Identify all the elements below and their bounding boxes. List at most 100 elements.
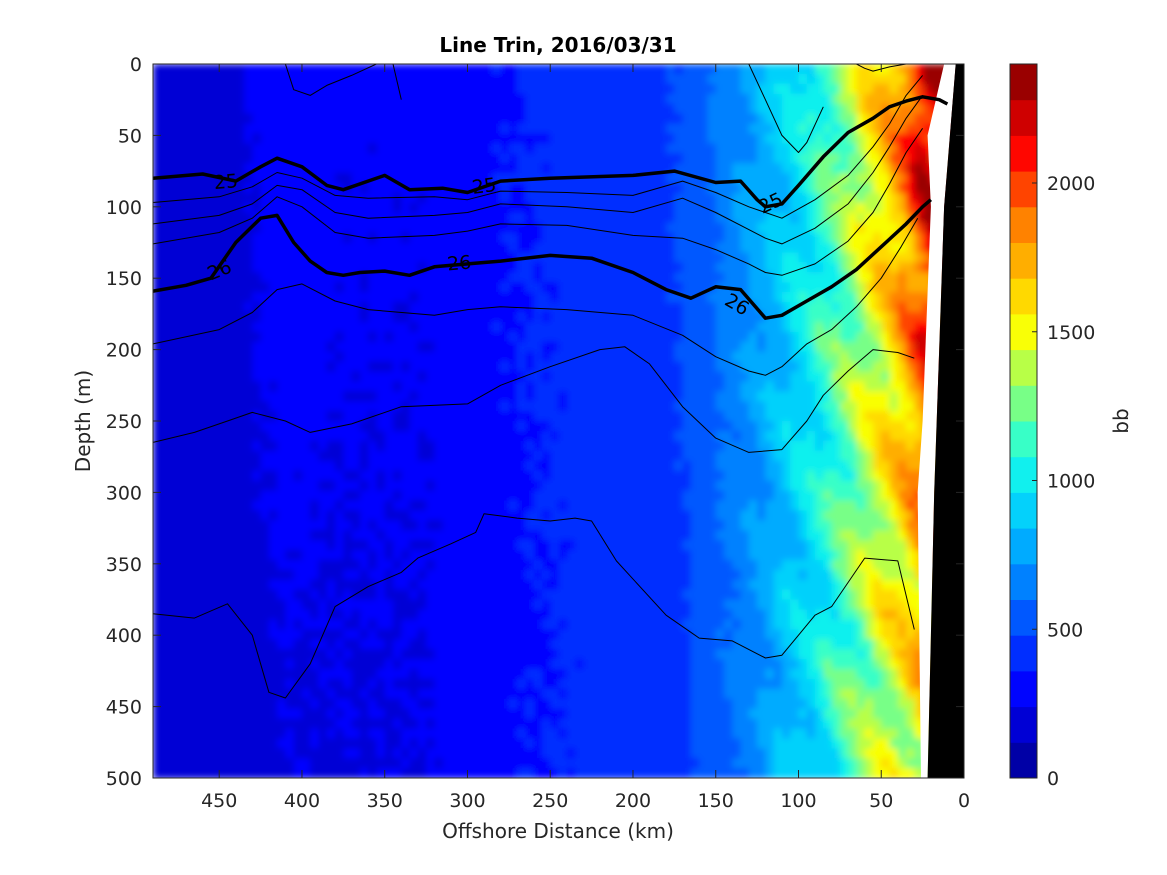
heatmap-cell [475,579,485,591]
heatmap-cell [492,232,502,244]
heatmap-cell [500,311,510,323]
heatmap-cell [235,559,245,571]
heatmap-cell [591,83,601,95]
heatmap-cell [616,192,626,204]
heatmap-cell [533,460,543,472]
heatmap-cell [434,361,444,373]
heatmap-cell [724,64,734,75]
heatmap-cell [268,311,278,323]
heatmap-cell [227,530,237,541]
heatmap-cell [426,64,436,75]
heatmap-cell [426,639,436,650]
heatmap-cell [301,83,312,95]
heatmap-cell [575,599,585,611]
heatmap-cell [293,718,303,730]
heatmap-cell [161,460,171,472]
heatmap-cell [591,599,601,611]
heatmap-cell [426,510,436,521]
heatmap-cell [657,718,667,730]
heatmap-cell [384,421,394,432]
heatmap-cell [169,133,179,145]
heatmap-cell [657,659,667,670]
heatmap-cell [376,391,386,402]
heatmap-cell [244,83,254,95]
heatmap-cell [690,738,700,750]
heatmap-cell [335,351,345,363]
heatmap-cell [558,282,568,293]
heatmap-cell [153,421,163,432]
heatmap-cell [550,738,560,750]
heatmap-cell [343,460,353,472]
heatmap-cell [426,222,436,234]
heatmap-cell [674,738,684,750]
heatmap-cell [335,520,345,531]
heatmap-cell [260,411,270,422]
heatmap-cell [583,659,593,670]
heatmap-cell [186,311,196,323]
heatmap-cell [624,698,634,710]
heatmap-cell [186,480,196,492]
heatmap-cell [641,559,651,571]
heatmap-cell [657,341,667,353]
heatmap-cell [533,292,543,303]
heatmap-cell [649,143,659,155]
heatmap-cell [210,480,221,492]
heatmap-cell [599,609,609,621]
heatmap-cell [351,430,361,442]
heatmap-cell [558,599,568,611]
heatmap-cell [541,401,552,412]
heatmap-cell [161,163,171,174]
heatmap-cell [392,321,403,333]
heatmap-cell [401,153,411,164]
heatmap-cell [252,659,262,670]
heatmap-cell [459,589,469,601]
heatmap-cell [277,639,287,650]
heatmap-cell [467,549,477,561]
heatmap-cell [616,202,626,214]
heatmap-cell [690,252,700,264]
heatmap-cell [169,351,179,363]
heatmap-cell [335,163,345,174]
heatmap-cell [550,530,560,541]
heatmap-cell [434,579,444,591]
heatmap-cell [194,83,204,95]
heatmap-cell [293,311,303,323]
heatmap-cell [252,510,262,521]
heatmap-cell [417,212,427,224]
heatmap-cell [343,252,353,264]
heatmap-cell [492,639,502,650]
heatmap-cell [657,351,667,363]
heatmap-cell [566,381,576,393]
heatmap-cell [169,589,179,601]
heatmap-cell [599,668,609,680]
heatmap-cell [409,93,419,105]
heatmap-cell [376,599,386,611]
heatmap-cell [632,549,643,561]
heatmap-cell [310,758,320,769]
heatmap-cell [335,381,345,393]
heatmap-cell [492,738,502,750]
heatmap-cell [690,183,700,194]
heatmap-cell [674,411,684,422]
heatmap-cell [608,718,618,730]
heatmap-cell [666,331,676,343]
heatmap-cell [368,163,378,174]
heatmap-cell [194,371,204,383]
heatmap-cell [624,510,634,521]
heatmap-cell [310,321,320,333]
heatmap-cell [293,331,303,343]
heatmap-cell [202,242,212,254]
heatmap-cell [434,480,444,492]
heatmap-cell [202,579,212,591]
heatmap-cell [707,133,717,145]
heatmap-cell [583,748,593,759]
heatmap-cell [575,411,585,422]
heatmap-cell [359,391,369,402]
heatmap-cell [475,678,485,690]
heatmap-cell [682,629,692,640]
heatmap-cell [384,282,394,293]
heatmap-cell [442,212,452,224]
heatmap-cell [657,183,667,194]
heatmap-cell [277,262,287,274]
heatmap-cell [326,768,336,778]
